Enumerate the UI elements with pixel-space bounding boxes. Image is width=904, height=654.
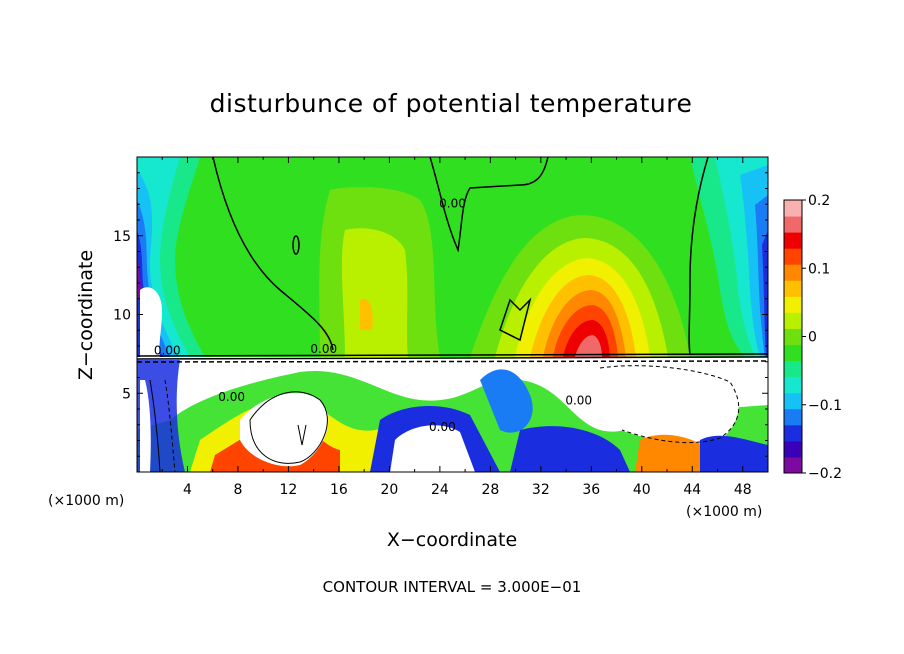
x-tick-label: 32 [532,482,550,498]
colorbar-swatch [784,216,802,233]
zero-contour-loop [499,297,532,342]
colorbar-swatch [784,408,802,426]
y-tick-label: 15 [113,229,131,245]
zero-contour-interface-1 [137,353,768,357]
x-tick-label: 8 [233,482,242,498]
chart-title: disturbunce of potential temperature [210,89,693,118]
contour-labels: 0.00 0.00 0.00 0.00 0.00 0.00 [154,196,592,434]
zero-contour-right [688,157,709,356]
x-unit-left: (×1000 m) [48,493,124,509]
x-tick-label: 44 [683,482,701,498]
zero-contour-interface-2 [137,356,768,360]
plot-area [137,157,768,472]
contour-label: 0.00 [310,342,337,356]
colorbar-swatch [784,344,802,362]
zero-contour-center [429,157,549,253]
colorbar-swatch [784,248,802,265]
y-tick-label: 10 [113,308,131,324]
contour-label: 0.00 [565,393,592,407]
contour-label: 0.00 [429,420,456,434]
colorbar-swatch [784,280,802,297]
turbulent-blue-zone-edge [700,435,768,472]
turbulent-blue-zone-right [510,426,630,472]
x-tick-label: 28 [481,482,499,498]
turbulent-cyan-zone [480,369,533,433]
right-cool-band-5 [762,230,768,357]
x-tick-label: 20 [380,482,398,498]
central-warm-plume-2 [341,228,408,357]
turbulent-white-eddy-right [598,363,739,445]
zero-contour-interface-3 [137,360,768,363]
y-axis-label: Z−coordinate [75,250,97,380]
lower-eddy-contour-left [249,391,328,464]
colorbar-swatch [784,296,802,313]
colorbar-swatch [784,232,802,249]
x-tick-label: 24 [431,482,449,498]
colorbar-swatch [784,392,802,410]
x-unit-right: (×1000 m) [686,504,762,520]
x-tick-label: 48 [734,482,752,498]
x-axis-label: X−coordinate [387,529,517,551]
colorbar-tick-label: 0.2 [808,193,830,209]
lower-eddy-contour-tip [297,424,307,446]
turbulent-white-eddy-left [240,392,329,467]
x-tick-label: 36 [582,482,600,498]
lower-eddy-contour-right [599,365,740,444]
y-axis-ticks: 5 10 15 [113,172,768,457]
x-tick-label: 40 [633,482,651,498]
left-white-blob [140,287,162,357]
colorbar-tick-label: 0 [808,330,817,346]
colorbar-tick-label: −0.1 [808,398,842,414]
lower-contour-left-2 [164,379,176,472]
lower-contour-left-1 [149,379,161,472]
left-cold-core [137,255,143,300]
contour-label: 0.00 [218,390,245,404]
zero-contour-left [212,157,334,351]
colorbar-ticks: 0.2 0.1 0 −0.1 −0.2 [802,193,842,482]
zero-contour-small-loop [292,235,300,255]
turbulent-left-white-column [140,380,151,472]
colorbar-swatch [784,360,802,378]
colorbar-swatch [784,264,802,281]
colorbar-tick-label: −0.2 [808,466,842,482]
colorbar-swatch [784,456,802,474]
colorbar-swatch [784,376,802,394]
central-warm-spot [360,298,373,330]
colorbar-swatch [784,328,802,346]
x-tick-label: 4 [183,482,192,498]
contour-label: 0.00 [154,344,181,358]
contour-interval-note: CONTOUR INTERVAL = 3.000E−01 [323,578,582,596]
x-axis-ticks: 4 8 12 16 20 24 28 32 36 40 44 48 [161,157,752,498]
x-tick-label: 12 [280,482,298,498]
colorbar-swatch [784,424,802,442]
colorbar-swatch [784,200,802,217]
y-tick-label: 5 [122,386,131,402]
colorbar-swatch [784,312,802,329]
colorbar-swatch [784,440,802,458]
turbulent-white-eddy-center [390,425,475,472]
zero-contours [137,157,768,472]
turbulent-orange-zone [635,434,715,472]
colorbar [783,199,803,474]
x-tick-label: 16 [330,482,348,498]
right-warm-core [575,335,602,357]
contour-label: 0.00 [439,196,466,210]
colorbar-tick-label: 0.1 [808,261,830,277]
